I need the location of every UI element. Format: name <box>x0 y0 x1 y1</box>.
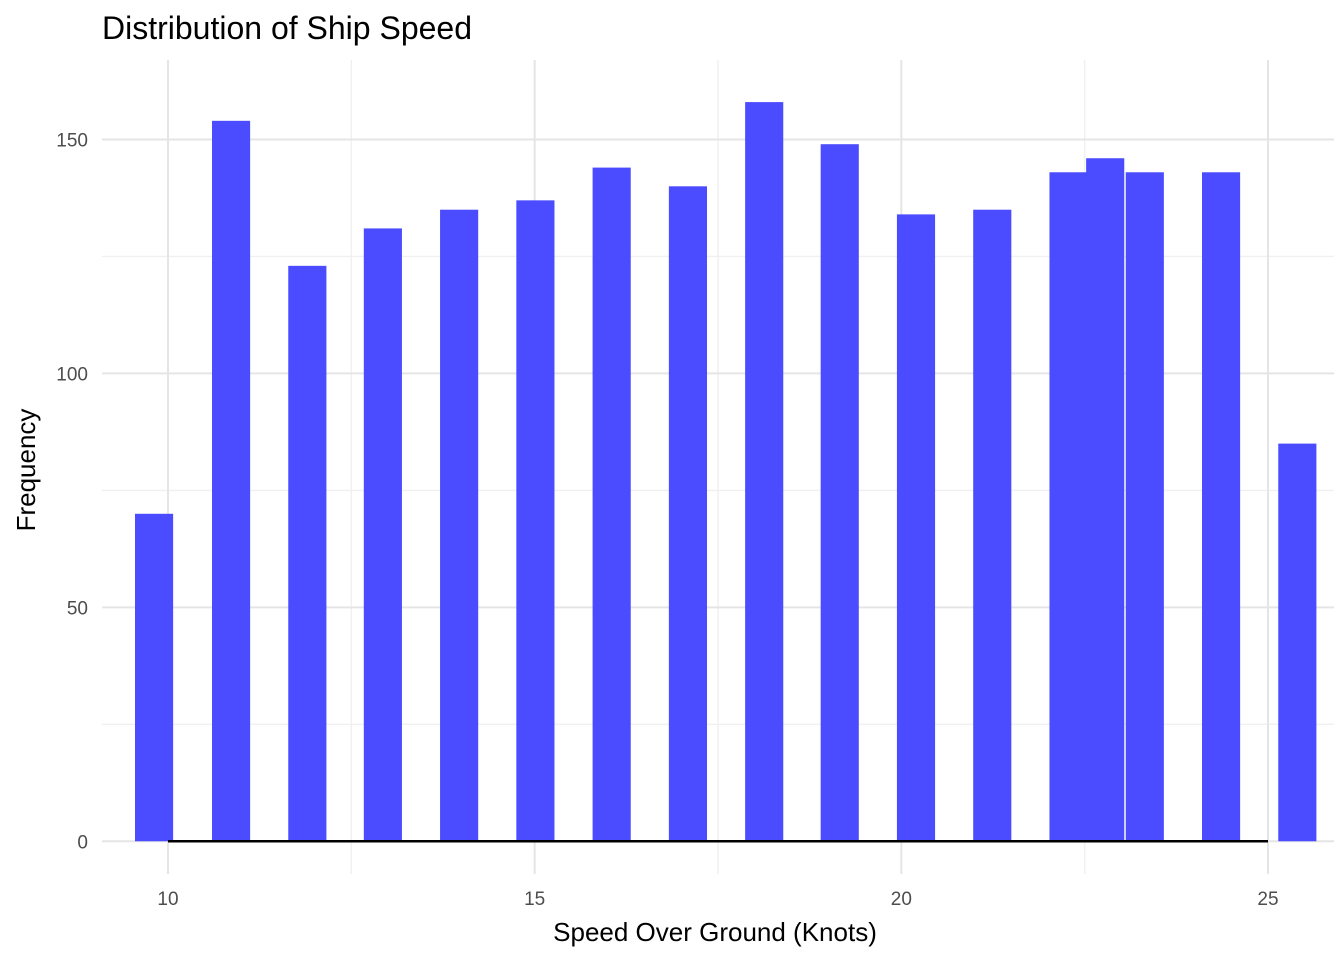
histogram-bar <box>135 513 174 842</box>
x-tick-label: 10 <box>157 889 178 910</box>
x-axis-title: Speed Over Ground (Knots) <box>553 917 877 947</box>
y-tick-label: 150 <box>56 131 88 152</box>
y-axis-title: Frequency <box>11 409 41 532</box>
histogram-bar <box>1049 172 1088 842</box>
chart-title: Distribution of Ship Speed <box>102 10 472 46</box>
histogram-bar <box>1086 158 1125 842</box>
histogram-bars <box>135 102 1317 842</box>
histogram-bar <box>592 167 631 842</box>
y-tick-label: 0 <box>77 832 88 853</box>
histogram-bar <box>820 144 859 842</box>
histogram-bar <box>1202 172 1241 842</box>
y-axis-ticks: 0 50 100 150 <box>56 131 88 854</box>
histogram-bar <box>973 209 1012 842</box>
histogram-bar <box>1278 443 1317 842</box>
histogram-bar <box>745 102 784 842</box>
x-tick-label: 25 <box>1257 889 1278 910</box>
y-tick-label: 50 <box>67 598 88 619</box>
histogram-bar <box>516 200 555 842</box>
histogram-bar <box>212 120 251 842</box>
histogram-bar <box>668 186 707 842</box>
x-tick-label: 15 <box>524 889 545 910</box>
histogram-bar <box>288 265 327 842</box>
histogram-bar <box>1125 172 1164 842</box>
y-tick-label: 100 <box>56 364 88 385</box>
histogram-bar <box>363 228 402 842</box>
histogram-bar <box>896 214 936 842</box>
x-tick-label: 20 <box>891 889 912 910</box>
x-axis-ticks: 10 15 20 25 <box>157 889 1278 910</box>
histogram-bar <box>440 209 479 842</box>
